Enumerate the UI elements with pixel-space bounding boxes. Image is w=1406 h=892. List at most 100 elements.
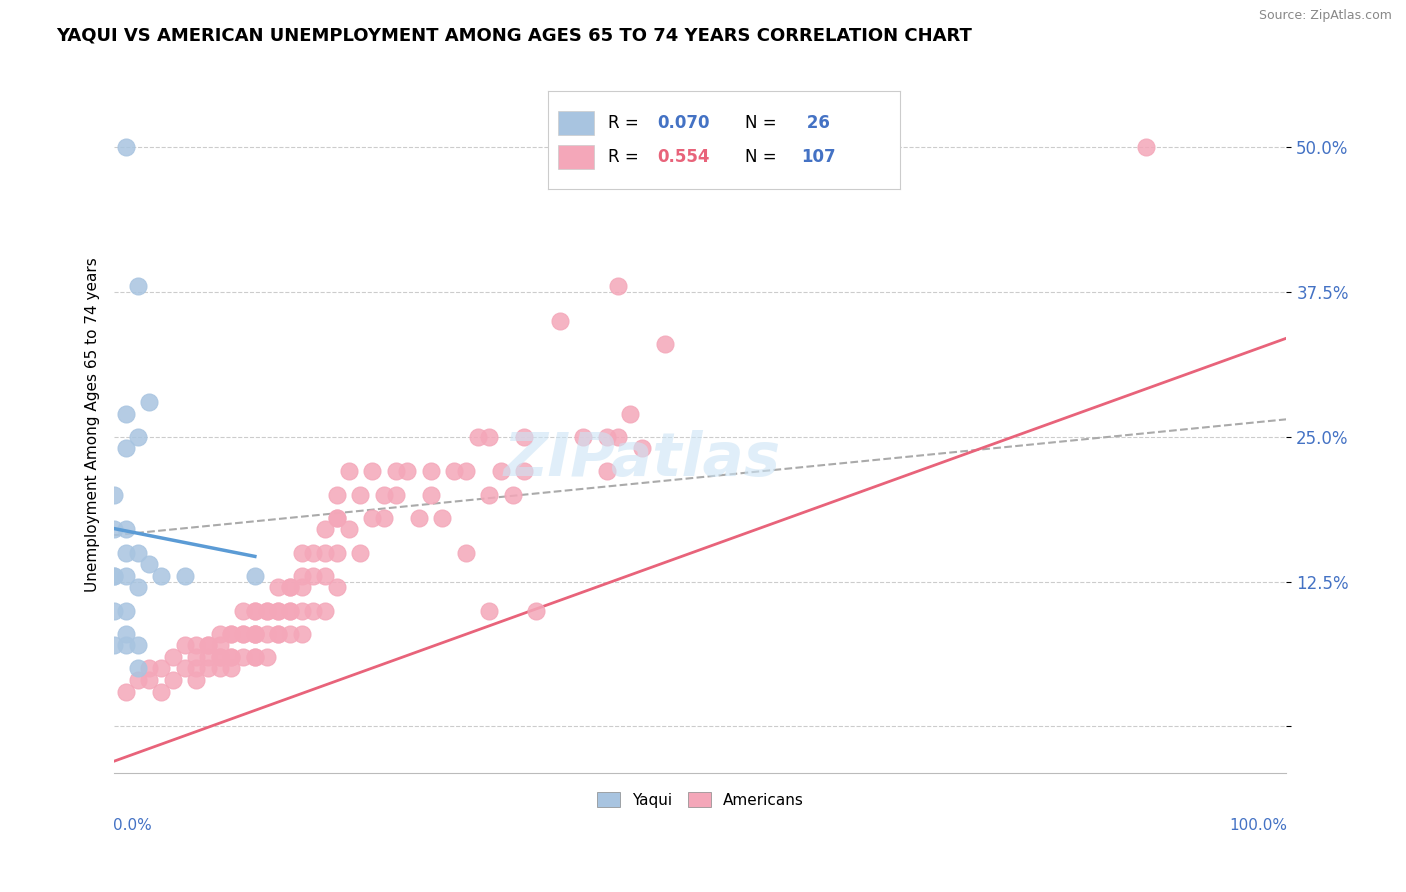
Point bbox=[115, 522, 138, 536]
Point bbox=[349, 545, 371, 559]
Point bbox=[232, 603, 254, 617]
Point bbox=[595, 430, 617, 444]
Point bbox=[443, 465, 465, 479]
Point bbox=[208, 638, 231, 652]
Point bbox=[103, 488, 125, 502]
Point bbox=[478, 488, 501, 502]
Point bbox=[302, 545, 325, 559]
Point bbox=[186, 673, 208, 687]
Point bbox=[103, 522, 125, 536]
Legend: Yaqui, Americans: Yaqui, Americans bbox=[591, 786, 810, 814]
Point bbox=[337, 522, 360, 536]
Point bbox=[454, 545, 477, 559]
Point bbox=[337, 465, 360, 479]
Point bbox=[243, 603, 266, 617]
Point bbox=[173, 568, 195, 582]
Point bbox=[221, 661, 243, 675]
Point bbox=[186, 638, 208, 652]
Point bbox=[243, 626, 266, 640]
Point bbox=[243, 568, 266, 582]
Point bbox=[595, 465, 617, 479]
Point bbox=[138, 395, 160, 409]
Point bbox=[396, 465, 419, 479]
Point bbox=[127, 430, 149, 444]
Point bbox=[103, 638, 125, 652]
Point bbox=[243, 603, 266, 617]
Point bbox=[221, 649, 243, 664]
Point bbox=[478, 603, 501, 617]
Point bbox=[127, 673, 149, 687]
Point bbox=[267, 603, 290, 617]
Point bbox=[630, 442, 652, 456]
Point bbox=[197, 649, 219, 664]
Point bbox=[326, 580, 349, 594]
Point bbox=[115, 626, 138, 640]
Point bbox=[232, 649, 254, 664]
Point bbox=[524, 603, 547, 617]
Point bbox=[243, 626, 266, 640]
Point bbox=[115, 140, 138, 154]
Point bbox=[267, 626, 290, 640]
Point bbox=[548, 314, 571, 328]
Point bbox=[361, 465, 384, 479]
Point bbox=[291, 568, 314, 582]
Point bbox=[267, 626, 290, 640]
Point bbox=[314, 545, 336, 559]
Point bbox=[278, 626, 301, 640]
Point bbox=[208, 626, 231, 640]
Text: Source: ZipAtlas.com: Source: ZipAtlas.com bbox=[1258, 9, 1392, 22]
Point bbox=[197, 638, 219, 652]
Point bbox=[197, 638, 219, 652]
Point bbox=[138, 557, 160, 571]
Point bbox=[127, 580, 149, 594]
Text: 0.0%: 0.0% bbox=[112, 818, 152, 833]
Point bbox=[291, 545, 314, 559]
Point bbox=[115, 638, 138, 652]
Point bbox=[256, 603, 278, 617]
Point bbox=[173, 661, 195, 675]
Point bbox=[349, 488, 371, 502]
Point bbox=[197, 661, 219, 675]
Point bbox=[186, 661, 208, 675]
Point bbox=[278, 580, 301, 594]
Point bbox=[373, 511, 395, 525]
Point bbox=[150, 568, 173, 582]
Point bbox=[243, 649, 266, 664]
Point bbox=[419, 488, 441, 502]
Point bbox=[572, 430, 595, 444]
Point bbox=[361, 511, 384, 525]
Point bbox=[162, 649, 184, 664]
Point bbox=[326, 545, 349, 559]
Point bbox=[291, 626, 314, 640]
Point bbox=[654, 337, 676, 351]
Point bbox=[243, 649, 266, 664]
Point bbox=[150, 684, 173, 698]
Point bbox=[221, 626, 243, 640]
Y-axis label: Unemployment Among Ages 65 to 74 years: Unemployment Among Ages 65 to 74 years bbox=[86, 258, 100, 592]
Point bbox=[256, 603, 278, 617]
Point bbox=[326, 511, 349, 525]
Point bbox=[326, 511, 349, 525]
Point bbox=[115, 545, 138, 559]
Point bbox=[432, 511, 454, 525]
Point bbox=[208, 649, 231, 664]
Point bbox=[513, 430, 536, 444]
Point bbox=[103, 568, 125, 582]
Point bbox=[138, 673, 160, 687]
Point bbox=[150, 661, 173, 675]
Point bbox=[278, 603, 301, 617]
Point bbox=[326, 488, 349, 502]
Point bbox=[607, 279, 630, 293]
Point bbox=[138, 661, 160, 675]
Point bbox=[127, 661, 149, 675]
Text: YAQUI VS AMERICAN UNEMPLOYMENT AMONG AGES 65 TO 74 YEARS CORRELATION CHART: YAQUI VS AMERICAN UNEMPLOYMENT AMONG AGE… bbox=[56, 27, 972, 45]
Point bbox=[513, 465, 536, 479]
Point bbox=[127, 638, 149, 652]
Point bbox=[127, 279, 149, 293]
Point bbox=[115, 568, 138, 582]
Point bbox=[256, 626, 278, 640]
Point bbox=[267, 580, 290, 594]
Point bbox=[314, 603, 336, 617]
Point bbox=[419, 465, 441, 479]
Point bbox=[278, 580, 301, 594]
